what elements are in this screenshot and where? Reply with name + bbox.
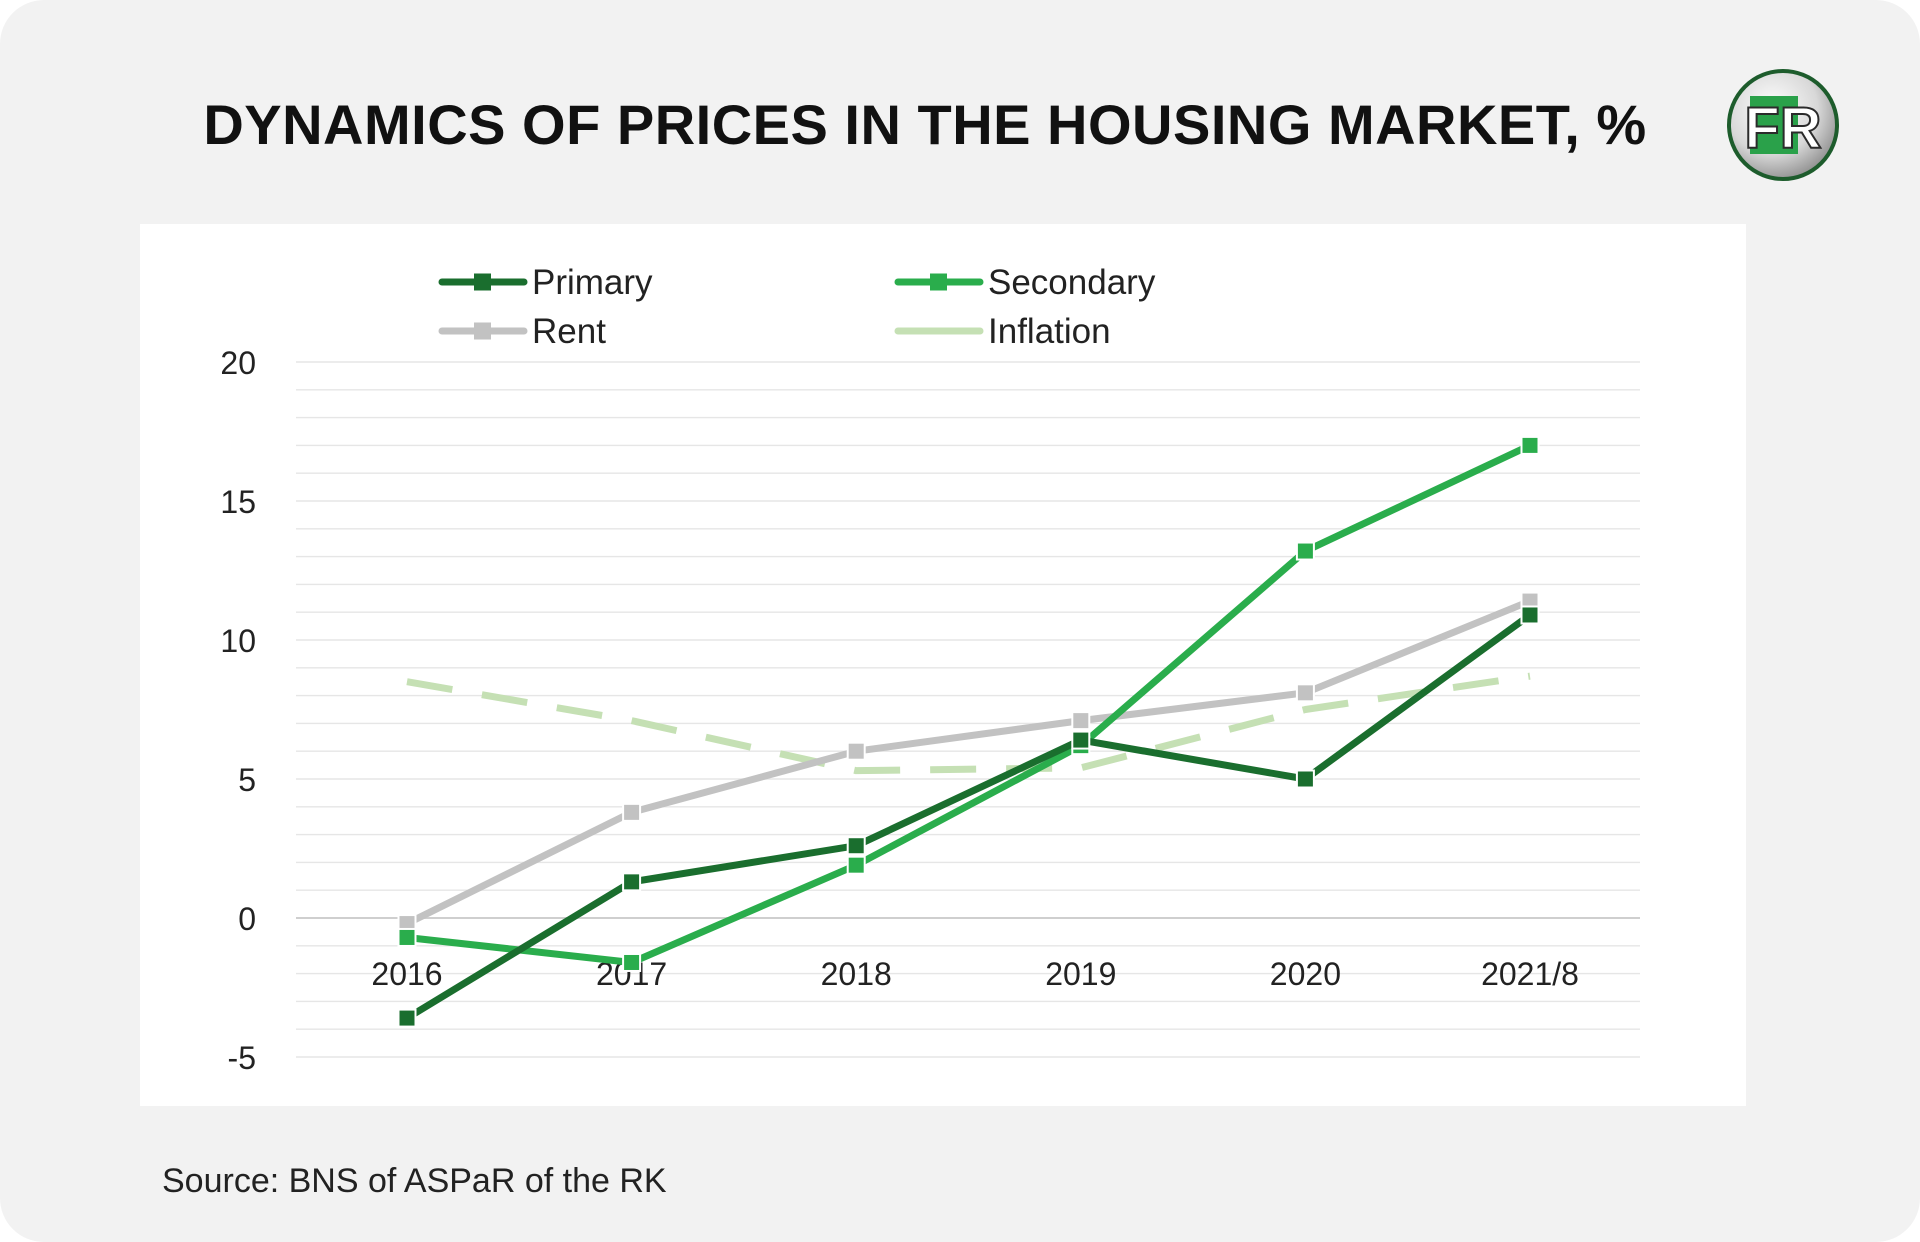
secondary-point [397,927,417,947]
y-tick-label: 20 [220,345,256,381]
legend-item-secondary: Secondary [894,263,1156,302]
x-axis-labels: 2016 2017 2018 2019 2020 2021/8 [371,956,1579,992]
legend-label: Rent [532,312,606,351]
rent-point [1295,683,1315,703]
source-note: Source: BNS of ASPaR of the RK [162,1162,667,1200]
series-lines [397,435,1540,1028]
fr-logo-icon: FR [1727,69,1839,181]
primary-point [1520,605,1540,625]
series-inflation [406,672,1531,775]
chart-title: DYNAMICS OF PRICES IN THE HOUSING MARKET… [203,93,1647,156]
primary-point [397,1008,417,1028]
line-chart: Primary Secondary Rent Inflation 20 15 10 5 0 -5… [220,263,1640,1076]
primary-point [1071,730,1091,750]
secondary-point [622,952,642,972]
legend-item-primary: Primary [438,263,653,302]
logo-letters: FR [1744,96,1821,161]
primary-point [622,872,642,892]
x-tick-label: 2020 [1270,956,1341,992]
y-tick-label: 5 [238,762,256,798]
x-tick-label: 2018 [821,956,892,992]
gridlines [296,361,1640,1058]
y-axis-labels: 20 15 10 5 0 -5 [220,345,256,1076]
y-tick-label: -5 [228,1040,256,1076]
y-tick-label: 0 [238,901,256,937]
rent-point [622,802,642,822]
legend-label: Secondary [988,263,1156,302]
x-tick-label: 2016 [371,956,442,992]
legend-item-inflation: Inflation [894,312,1111,351]
primary-point [1295,769,1315,789]
legend: Primary Secondary Rent Inflation [438,263,1156,351]
plot-area: Primary Secondary Rent Inflation 20 15 10 5 0 -5… [140,224,1746,1106]
x-tick-label: 2019 [1045,956,1116,992]
series-rent [397,591,1540,934]
legend-label: Inflation [988,312,1111,351]
y-tick-label: 10 [220,623,256,659]
secondary-point [1520,435,1540,455]
legend-item-rent: Rent [438,312,606,351]
primary-point [846,836,866,856]
secondary-point [846,855,866,875]
series-primary [397,605,1540,1028]
y-tick-label: 15 [220,484,256,520]
primary-line [403,611,1534,1022]
legend-marker [930,273,947,291]
rent-point [846,741,866,761]
legend-label: Primary [532,263,653,302]
secondary-point [1295,541,1315,561]
legend-marker [474,322,491,340]
secondary-line [403,441,1534,966]
rent-line [403,597,1534,928]
rent-point [1071,711,1091,731]
x-tick-label: 2021/8 [1481,956,1579,992]
inflation-line [406,672,1531,775]
legend-marker [474,273,491,291]
